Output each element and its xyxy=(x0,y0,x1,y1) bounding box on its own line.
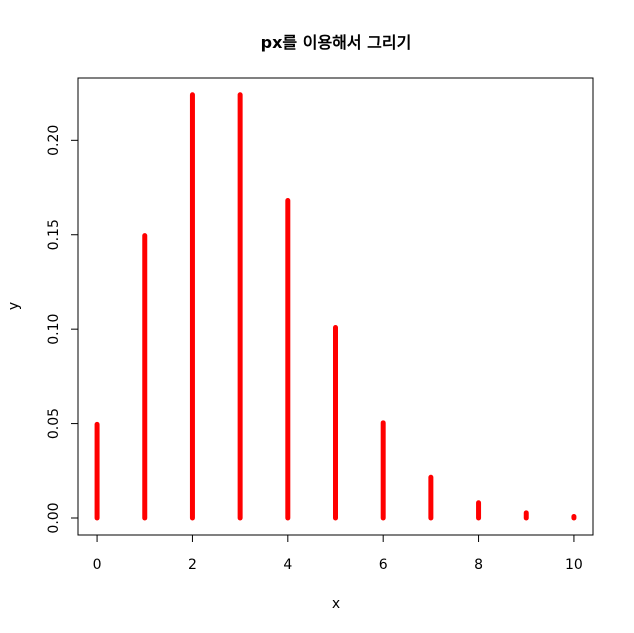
x-tick-label: 6 xyxy=(379,557,388,573)
x-axis-label: x xyxy=(332,596,340,612)
x-tick-label: 2 xyxy=(188,557,197,573)
x-axis: 0 2 4 6 8 10 xyxy=(93,534,583,573)
x-tick-label: 10 xyxy=(565,557,583,573)
chart-title: px를 이용해서 그리기 xyxy=(261,33,412,52)
x-tick-label: 4 xyxy=(283,557,292,573)
y-tick-label: 0.20 xyxy=(46,125,62,156)
y-tick-label: 0.05 xyxy=(46,408,62,439)
x-tick-label: 0 xyxy=(93,557,102,573)
x-tick-label: 8 xyxy=(474,557,483,573)
bar-series xyxy=(94,92,577,521)
y-axis-label: y xyxy=(6,302,22,310)
y-tick-label: 0.00 xyxy=(46,502,62,533)
y-axis: 0.00 0.05 0.10 0.15 0.20 xyxy=(46,125,79,534)
y-tick-label: 0.15 xyxy=(46,219,62,250)
y-tick-label: 0.10 xyxy=(46,314,62,345)
